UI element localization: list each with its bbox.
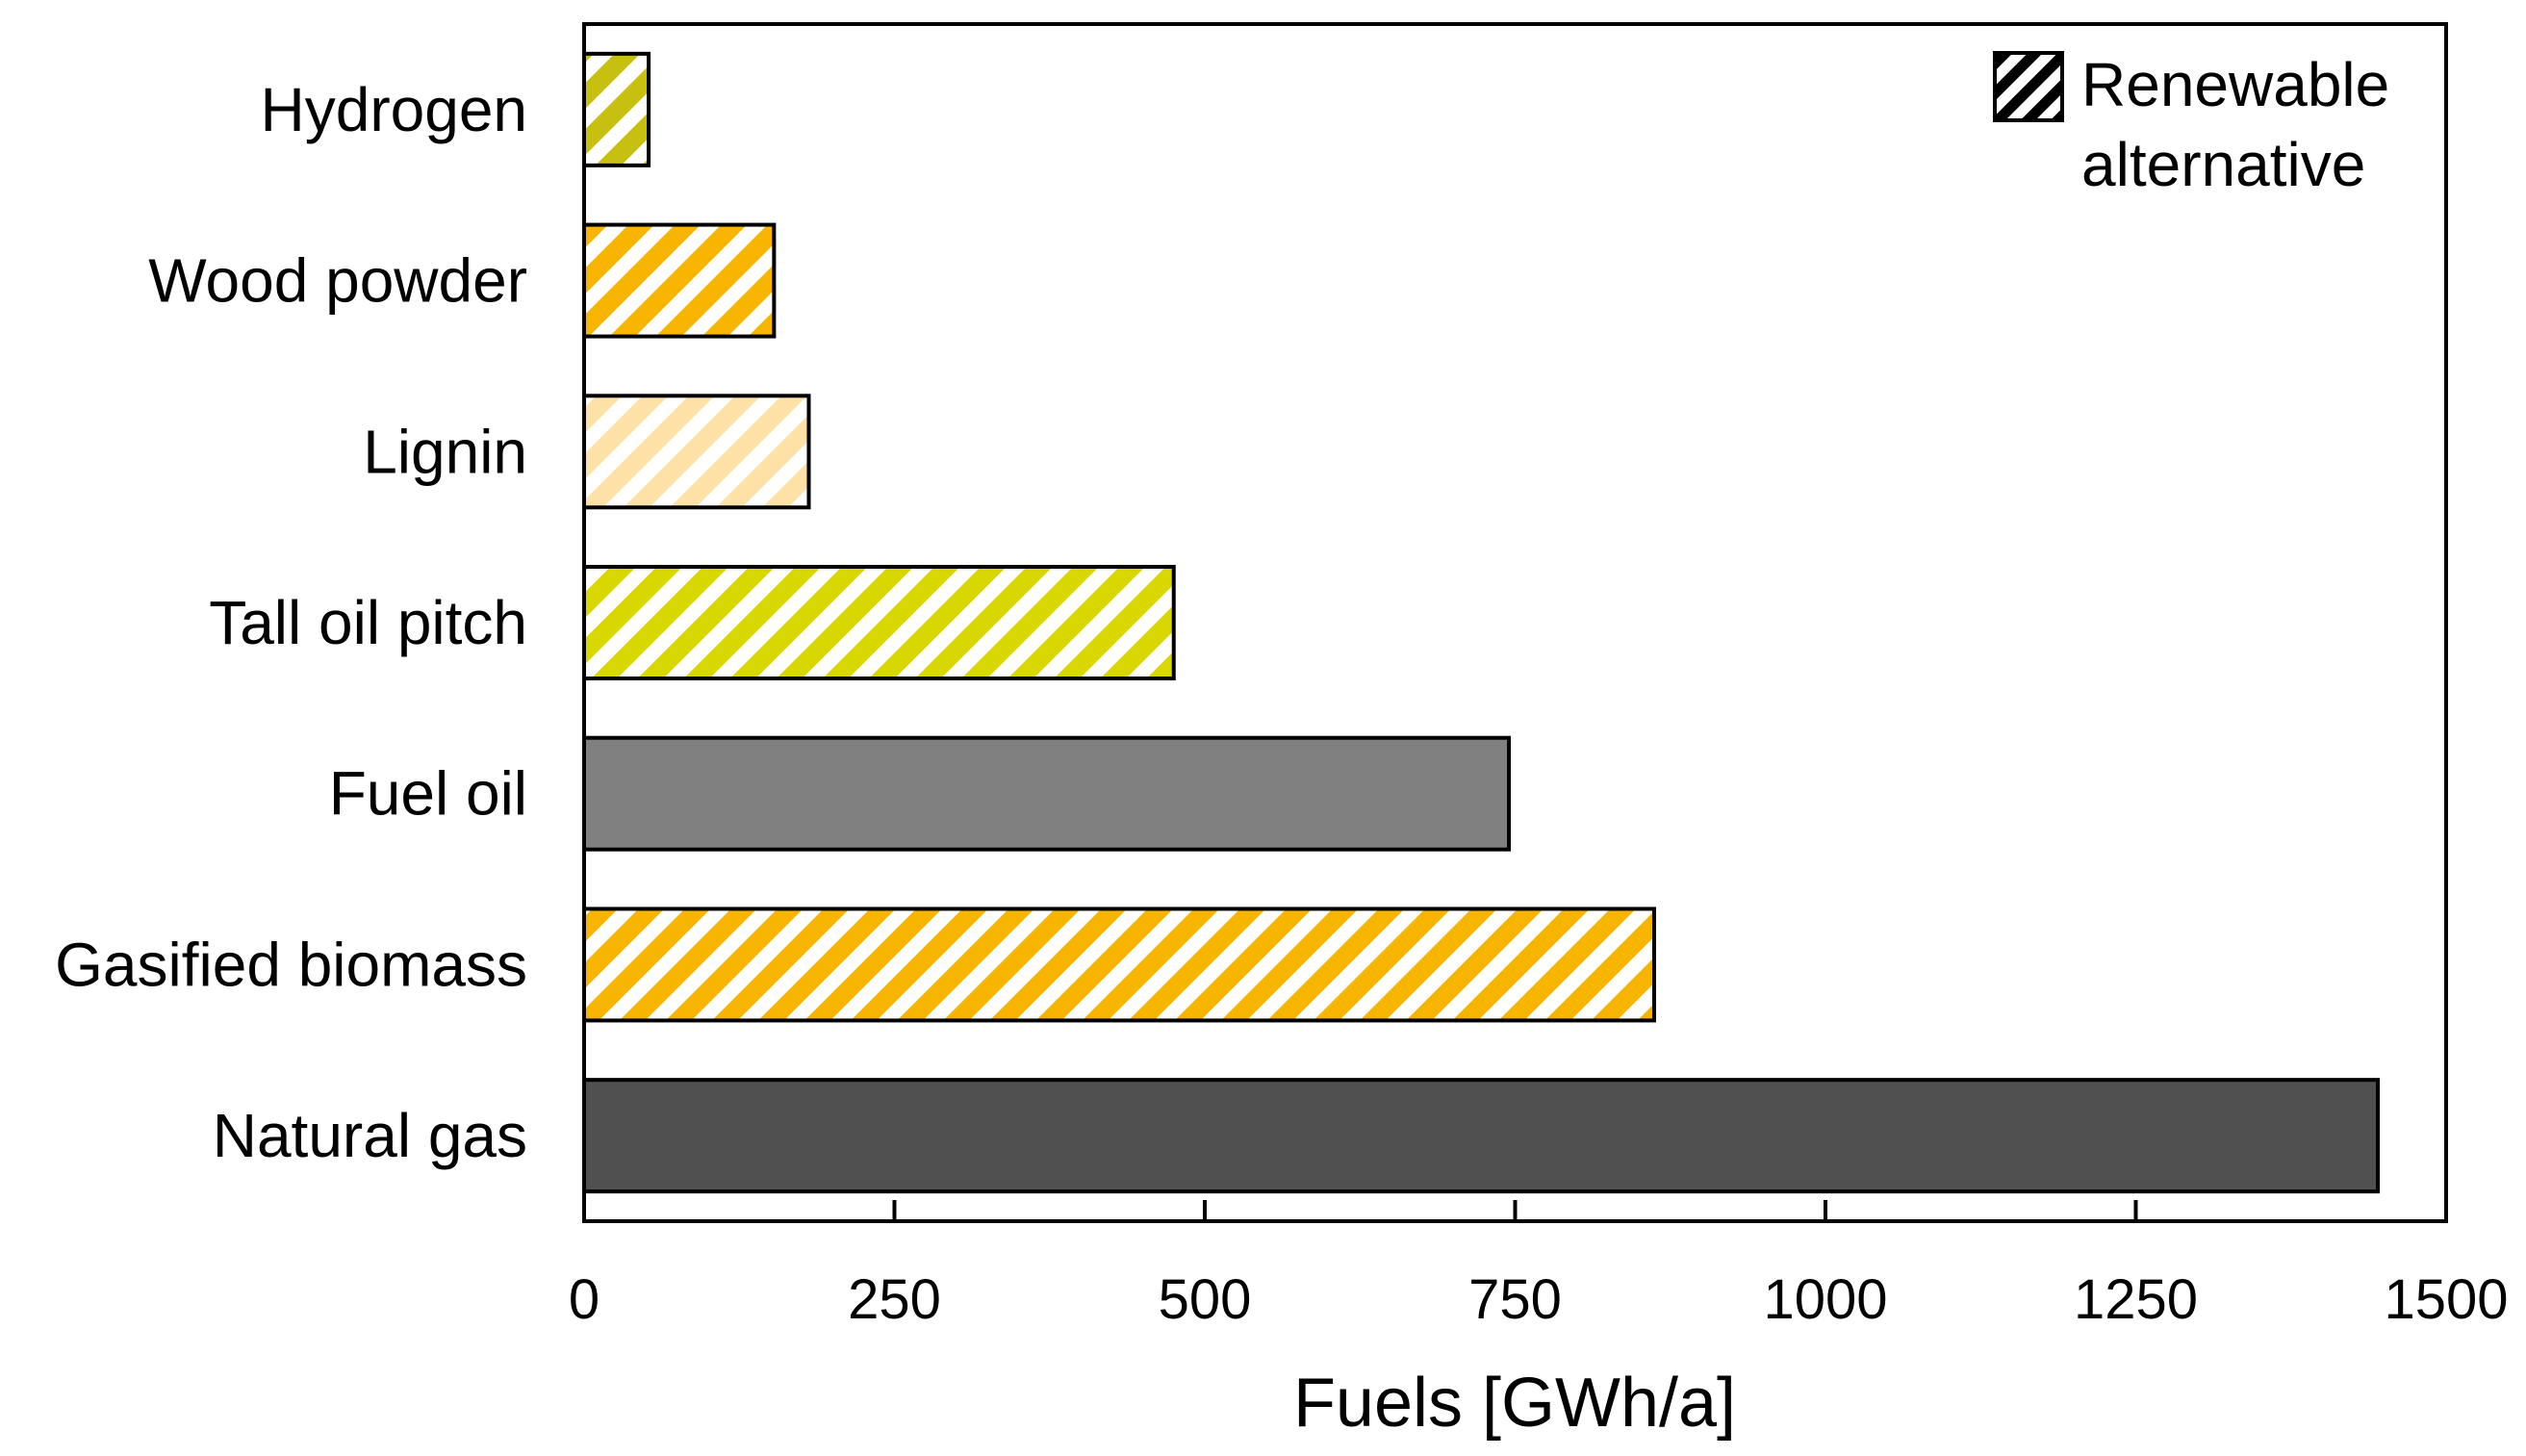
x-tick-label-1500: 1500 xyxy=(2384,1268,2508,1331)
bars-layer xyxy=(582,51,2381,1194)
x-tick-label-500: 500 xyxy=(1159,1268,1252,1331)
x-tick-label-750: 750 xyxy=(1468,1268,1562,1331)
category-label-fuel-oil: Fuel oil xyxy=(329,759,527,829)
bar-gasified-biomass xyxy=(582,907,1656,1023)
x-tick-label-1250: 1250 xyxy=(2074,1268,2198,1331)
category-label-tall-oil-pitch: Tall oil pitch xyxy=(209,588,527,657)
x-tick-label-1000: 1000 xyxy=(1763,1268,1887,1331)
x-axis-tick-labels: 0 250 500 750 1000 1250 1500 xyxy=(569,1268,2509,1331)
x-axis-ticks xyxy=(582,1200,2448,1221)
bar-fuel-oil xyxy=(582,735,1512,852)
bar-lignin xyxy=(582,394,811,510)
legend-swatch xyxy=(1993,51,2064,122)
x-axis-title: Fuels [GWh/a] xyxy=(1293,1365,1736,1442)
legend-label-line1: Renewable xyxy=(2081,50,2389,119)
category-label-lignin: Lignin xyxy=(363,417,527,486)
category-label-gasified-biomass: Gasified biomass xyxy=(55,930,527,999)
bar-hydrogen xyxy=(582,51,651,167)
x-tick-label-0: 0 xyxy=(569,1268,600,1331)
legend: Renewable alternative xyxy=(1993,50,2389,199)
x-tick-label-250: 250 xyxy=(848,1268,941,1331)
legend-label-line2: alternative xyxy=(2081,130,2365,199)
bar-wood-powder xyxy=(582,222,777,339)
category-label-hydrogen: Hydrogen xyxy=(261,75,528,144)
category-labels: Hydrogen Wood powder Lignin Tall oil pitch F… xyxy=(55,75,527,1170)
bar-tall-oil-pitch xyxy=(582,565,1176,680)
category-label-natural-gas: Natural gas xyxy=(213,1101,527,1170)
bar-natural-gas xyxy=(582,1078,2381,1194)
category-label-wood-powder: Wood powder xyxy=(148,246,527,316)
